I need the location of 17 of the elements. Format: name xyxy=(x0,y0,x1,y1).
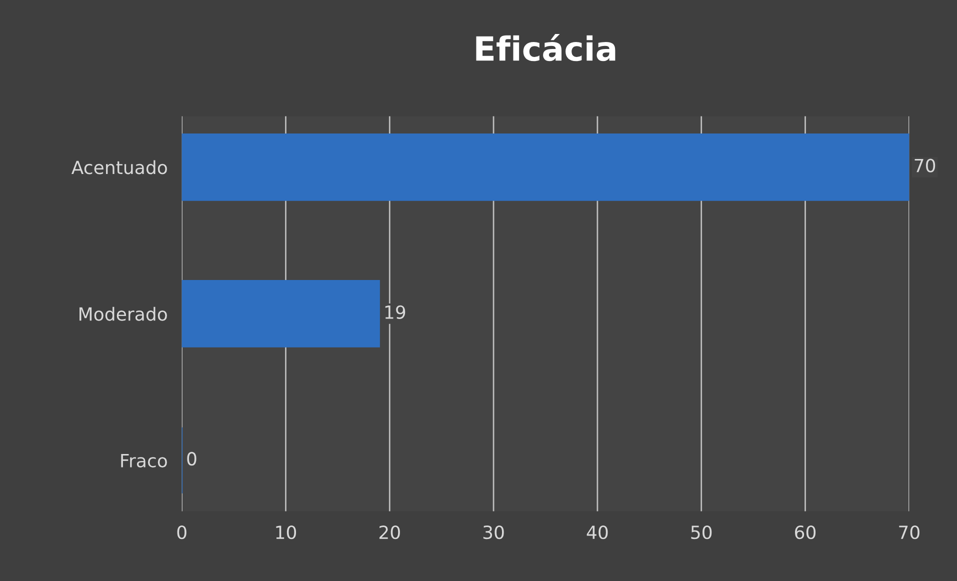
chart-title: Eficácia xyxy=(476,34,616,62)
y-tick-label: Acentuado xyxy=(71,160,167,174)
y-tick-label: Fraco xyxy=(121,454,167,468)
data-label: 19 xyxy=(385,305,406,319)
data-label: 0 xyxy=(187,452,196,466)
y-tick-label: Moderado xyxy=(80,306,167,321)
x-tick-label: 40 xyxy=(586,525,608,540)
x-tick-label: 30 xyxy=(483,525,504,540)
x-tick-label: 70 xyxy=(899,525,920,540)
data-label: 70 xyxy=(914,158,936,172)
x-tick-label: 0 xyxy=(177,525,186,540)
x-tick-label: 20 xyxy=(379,525,400,540)
x-tick-label: 10 xyxy=(276,525,296,540)
bar xyxy=(182,133,910,201)
bar xyxy=(182,280,380,348)
x-tick-label: 60 xyxy=(795,525,816,540)
x-tick-label: 50 xyxy=(691,525,712,540)
